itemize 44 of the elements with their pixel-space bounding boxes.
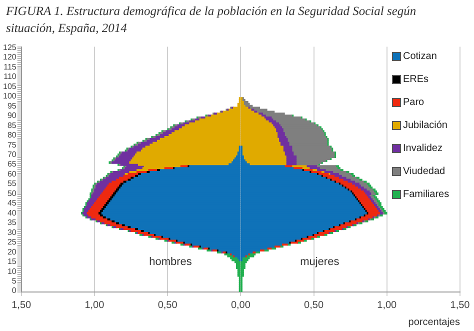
y-tick-label: 100 xyxy=(2,92,17,101)
y-tick-label: 25 xyxy=(7,238,17,247)
chart-title: FIGURA 1. Estructura demográfica de la población en la Seguridad Social según situación, España, 2014 xyxy=(5,3,418,37)
x-axis-title: porcentajes xyxy=(408,316,460,328)
y-tick-label: 65 xyxy=(7,160,17,169)
y-tick-label: 35 xyxy=(7,218,17,228)
y-tick-label: 125 xyxy=(2,42,17,52)
y-tick-label: 60 xyxy=(7,169,17,178)
y-tick-label: 105 xyxy=(2,82,17,91)
y-tick-label: 120 xyxy=(2,52,17,62)
legend-label: Viudedad xyxy=(403,166,446,177)
y-tick-label: 45 xyxy=(7,198,17,208)
y-tick-label: 70 xyxy=(7,150,17,160)
y-tick-label: 10 xyxy=(7,266,17,276)
x-tick-label: 1,50 xyxy=(12,300,32,311)
x-tick-label: 0,00 xyxy=(230,300,251,311)
x-tick-label: 1,00 xyxy=(377,300,398,311)
legend-label: EREs xyxy=(403,74,429,85)
y-tick-label: 5 xyxy=(12,276,17,286)
legend-label: Paro xyxy=(403,96,424,108)
y-tick-label: 15 xyxy=(7,257,17,266)
y-tick-label: 75 xyxy=(7,140,17,150)
legend-label: Invalidez xyxy=(403,142,442,154)
y-tick-label: 110 xyxy=(4,72,17,82)
y-tick-label: 90 xyxy=(7,111,17,120)
y-tick-label: 40 xyxy=(7,208,17,218)
y-tick-label: 55 xyxy=(7,179,17,188)
annotation: hombres xyxy=(149,256,192,268)
x-tick-label: 0,50 xyxy=(158,300,178,311)
y-tick-label: 0 xyxy=(12,286,17,296)
x-tick-label: 0,50 xyxy=(304,300,324,311)
y-tick-label: 20 xyxy=(7,247,17,256)
legend-label: Familiares xyxy=(403,188,450,200)
y-tick-label: 95 xyxy=(7,101,17,110)
annotation: mujeres xyxy=(300,256,340,268)
x-tick-label: 1,00 xyxy=(84,300,105,311)
x-tick-label: 1,50 xyxy=(450,300,470,311)
legend-label: Jubilación xyxy=(403,120,448,131)
y-tick-label: 50 xyxy=(7,188,17,198)
y-tick-label: 115 xyxy=(4,62,17,72)
y-tick-label: 30 xyxy=(7,228,17,237)
y-tick-label: 80 xyxy=(7,130,17,140)
y-tick-label: 85 xyxy=(7,120,17,130)
legend-label: Cotizan xyxy=(403,50,437,62)
